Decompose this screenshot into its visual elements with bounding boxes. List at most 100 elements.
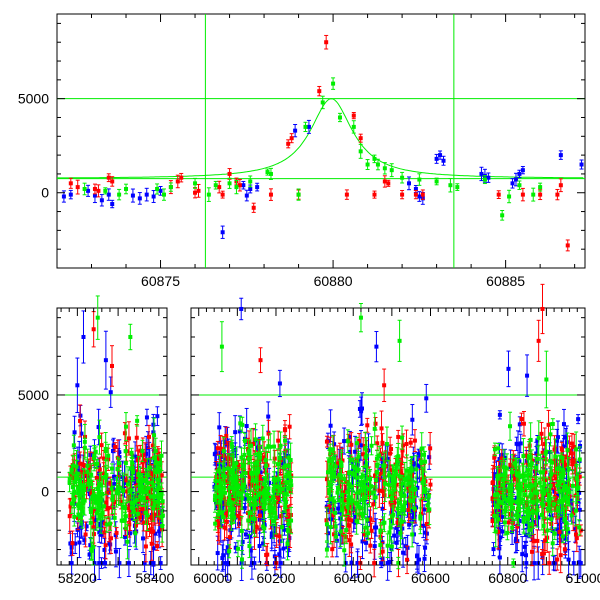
red-data-point — [99, 443, 104, 448]
blue-data-point — [412, 461, 417, 466]
blue-data-point — [287, 535, 292, 540]
blue-data-point — [558, 526, 563, 531]
blue-data-point — [547, 449, 552, 454]
red-data-point — [557, 530, 562, 535]
blue-data-point — [568, 498, 573, 503]
x-tick-label: 60875 — [141, 273, 180, 289]
blue-data-point — [223, 440, 228, 445]
blue-data-point — [415, 463, 420, 468]
blue-data-point — [561, 444, 566, 449]
red-data-point — [552, 447, 557, 452]
blue-data-point — [357, 406, 362, 411]
blue-data-point — [280, 459, 285, 464]
red-data-point — [490, 519, 495, 524]
blue-data-point — [427, 455, 432, 460]
green-data-point — [152, 433, 157, 438]
blue-data-point — [112, 474, 117, 479]
red-data-point — [388, 451, 393, 456]
red-data-point — [343, 498, 348, 503]
green-data-point — [69, 501, 74, 506]
red-data-point — [530, 549, 535, 554]
red-data-point — [90, 515, 95, 520]
red-data-point — [133, 523, 138, 528]
red-data-point — [408, 440, 413, 445]
red-data-point — [116, 463, 121, 468]
blue-data-point — [494, 509, 499, 514]
blue-data-point — [514, 536, 519, 541]
red-data-point — [102, 530, 107, 535]
green-data-point — [331, 81, 336, 86]
red-data-point — [538, 497, 543, 502]
blue-data-point — [133, 481, 138, 486]
blue-data-point — [578, 443, 583, 448]
blue-data-point — [133, 476, 138, 481]
blue-data-point — [158, 188, 163, 193]
blue-data-point — [579, 162, 584, 167]
red-data-point — [541, 551, 546, 556]
red-data-point — [324, 439, 329, 444]
red-data-point — [144, 495, 149, 500]
red-data-point — [147, 528, 152, 533]
blue-data-point — [248, 548, 253, 553]
red-data-point — [380, 549, 385, 554]
blue-data-point — [141, 472, 146, 477]
red-data-point — [91, 327, 96, 332]
red-data-point — [379, 426, 384, 431]
blue-data-point — [359, 409, 364, 414]
blue-data-point — [120, 474, 125, 479]
blue-data-point — [237, 521, 242, 526]
blue-data-point — [127, 531, 132, 536]
blue-data-point — [497, 555, 502, 560]
red-data-point — [257, 474, 262, 479]
green-data-point — [109, 466, 114, 471]
red-data-point — [344, 480, 349, 485]
red-data-point — [135, 458, 140, 463]
green-data-point — [100, 510, 105, 515]
red-data-point — [535, 538, 540, 543]
red-data-point — [217, 185, 222, 190]
red-data-point — [236, 466, 241, 471]
blue-data-point — [353, 514, 358, 519]
blue-data-point — [374, 525, 379, 530]
red-data-point — [340, 458, 345, 463]
red-data-point — [251, 441, 256, 446]
red-data-point — [224, 433, 229, 438]
red-data-point — [260, 485, 265, 490]
red-data-point — [573, 532, 578, 537]
blue-data-point — [252, 561, 257, 566]
red-data-point — [559, 447, 564, 452]
blue-data-point — [266, 414, 271, 419]
red-data-point — [257, 513, 262, 518]
blue-data-point — [82, 538, 87, 543]
green-data-point — [168, 185, 173, 190]
red-data-point — [276, 438, 281, 443]
green-data-point — [86, 482, 91, 487]
green-data-point — [121, 488, 126, 493]
red-data-point — [75, 185, 80, 190]
red-data-point — [126, 506, 131, 511]
red-data-point — [124, 489, 129, 494]
blue-data-point — [359, 443, 364, 448]
blue-data-point — [237, 429, 242, 434]
blue-data-point — [151, 546, 156, 551]
red-data-point — [574, 536, 579, 541]
blue-data-point — [336, 506, 341, 511]
green-data-point — [206, 192, 211, 197]
y-tick-label: 0 — [41, 185, 49, 201]
red-data-point — [134, 483, 139, 488]
red-data-point — [572, 458, 577, 463]
blue-data-point — [551, 561, 556, 566]
red-data-point — [236, 513, 241, 518]
red-data-point — [253, 506, 258, 511]
blue-data-point — [385, 561, 390, 566]
red-data-point — [148, 470, 153, 475]
blue-data-point — [123, 534, 128, 539]
blue-data-point — [220, 556, 225, 561]
red-data-point — [91, 532, 96, 537]
blue-data-point — [244, 193, 249, 198]
x-tick-label: 60880 — [314, 273, 353, 289]
red-data-point — [572, 444, 577, 449]
bottom-panel: 58200 58400 60000 60200 60400 60600 60800 6100 0… — [18, 283, 600, 586]
red-data-point — [382, 383, 387, 388]
red-data-point — [268, 192, 273, 197]
